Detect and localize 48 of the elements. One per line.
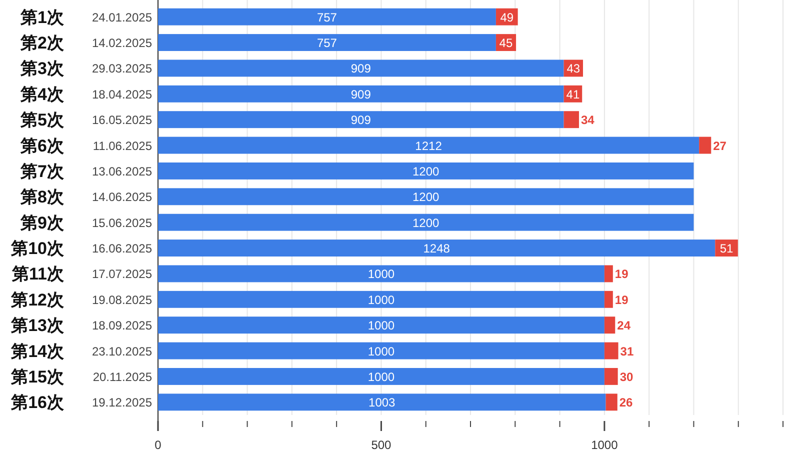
- data-label: 909: [350, 62, 372, 76]
- category-label: 第9次 15.06.2025: [20, 213, 152, 232]
- data-label: 19: [614, 292, 629, 307]
- data-label: 757: [316, 10, 338, 24]
- category-label: 第12次 19.08.2025: [11, 290, 152, 310]
- category-label: 第14次 23.10.2025: [11, 342, 152, 361]
- category-label: 第2次 14.02.2025: [20, 34, 152, 53]
- x-tick-label: 0: [154, 438, 162, 452]
- data-label: 27: [713, 138, 727, 153]
- data-label: 909: [350, 113, 372, 128]
- data-label: 1248: [423, 242, 450, 256]
- category-label: 第7次 13.06.2025: [20, 162, 152, 181]
- data-label: 45: [499, 36, 513, 50]
- category-label: 第13次 18.09.2025: [11, 316, 152, 336]
- x-tick-label: 500: [371, 438, 392, 452]
- data-label: 31: [620, 344, 634, 358]
- data-label: 1000: [368, 344, 395, 358]
- data-label: 1000: [368, 318, 395, 333]
- category-label: 第1次 24.01.2025: [20, 8, 152, 27]
- data-label: 757: [316, 36, 338, 50]
- data-label: 41: [566, 87, 580, 102]
- data-label: 1003: [368, 396, 396, 410]
- data-label: 34: [580, 113, 595, 128]
- data-label: 1212: [415, 138, 442, 153]
- data-label: 1000: [368, 267, 395, 282]
- category-label: 第4次 18.04.2025: [20, 84, 152, 104]
- category-label: 第6次 11.06.2025: [20, 136, 152, 156]
- data-label: 1200: [412, 190, 440, 204]
- category-label: 第3次 29.03.2025: [20, 59, 152, 78]
- data-label: 24: [617, 318, 631, 333]
- category-label: 第11次 17.07.2025: [12, 264, 152, 284]
- category-label: 第16次 19.12.2025: [11, 393, 152, 412]
- data-label: 1200: [412, 216, 440, 230]
- data-label: 43: [566, 62, 580, 76]
- category-label: 第5次 16.05.2025: [20, 110, 152, 130]
- category-label: 第8次 14.06.2025: [20, 188, 152, 207]
- data-label: 26: [619, 396, 634, 410]
- data-label: 51: [720, 242, 734, 256]
- data-label: 1000: [368, 370, 395, 384]
- data-label: 19: [614, 267, 629, 282]
- data-label: 1000: [368, 292, 395, 307]
- category-label: 第10次 16.06.2025: [11, 239, 152, 258]
- data-label: 30: [620, 370, 634, 384]
- data-label: 1200: [412, 164, 440, 178]
- category-label: 第15次 20.11.2025: [11, 367, 152, 386]
- data-label: 49: [500, 10, 514, 24]
- x-tick-label: 1000: [591, 438, 618, 452]
- data-label: 909: [350, 87, 372, 102]
